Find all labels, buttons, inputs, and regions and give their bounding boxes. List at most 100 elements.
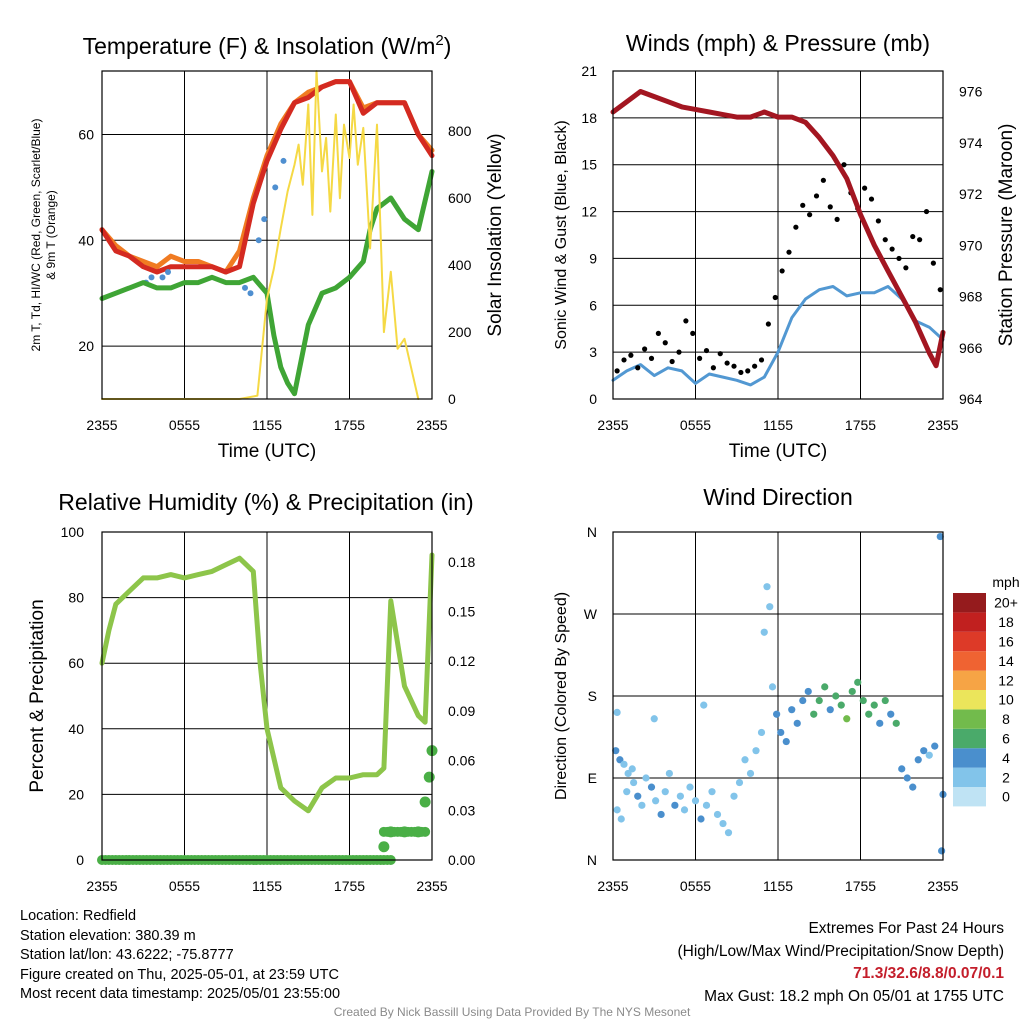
direction-point (821, 683, 829, 691)
gust-point (841, 162, 847, 168)
gust-point (813, 193, 820, 199)
direction-point (735, 778, 744, 787)
legend-swatch (953, 767, 986, 787)
direction-point (854, 678, 862, 686)
direction-point (623, 788, 631, 796)
direction-point (936, 532, 944, 541)
y-tick-label: 40 (68, 721, 84, 737)
legend-label: 6 (1002, 731, 1010, 747)
gust-point (807, 212, 813, 218)
direction-point (657, 810, 665, 819)
y-tick-label: W (584, 606, 598, 622)
direction-point (671, 801, 679, 809)
chart-title: Wind Direction (703, 484, 853, 510)
direction-point (613, 708, 621, 717)
direction-point (768, 683, 777, 691)
gust-point (724, 360, 730, 366)
heat_index_wind_chill-point (165, 269, 171, 276)
gust-point (710, 365, 716, 371)
heat_index_wind_chill-point (159, 274, 166, 281)
legend-label: 20+ (994, 595, 1018, 611)
precip-point (399, 826, 410, 838)
direction-point (903, 774, 911, 782)
y-tick-label: 20 (78, 338, 94, 354)
extremes-values: 71.3/32.6/8.8/0.07/0.1 (853, 965, 1004, 983)
x-tick-label: 1755 (845, 417, 876, 433)
direction-point (832, 692, 840, 700)
created-text: Figure created on Thu, 2025-05-01, at 23… (20, 966, 339, 983)
gust-point (779, 268, 785, 274)
x-tick-label: 2355 (86, 417, 117, 433)
gust-point (717, 351, 723, 357)
direction-point (757, 728, 766, 737)
y-right-tick-label: 964 (959, 391, 983, 407)
direction-point (760, 628, 768, 636)
x-tick-label: 2355 (927, 878, 958, 894)
y-right-tick-label: 400 (448, 257, 472, 273)
direction-point (691, 797, 700, 805)
gust-point (676, 349, 682, 355)
direction-point (617, 815, 625, 823)
gust-point (635, 365, 641, 371)
plot-frame (612, 70, 944, 400)
temp_2m-line (99, 79, 435, 275)
direction-point (708, 788, 716, 796)
gust-point (697, 355, 703, 361)
direction-point (713, 810, 722, 819)
y-right-tick-label: 966 (959, 340, 983, 356)
direction-point (634, 792, 642, 800)
direction-point (766, 603, 774, 611)
dewpoint-line (99, 169, 435, 397)
gust-point (896, 255, 902, 262)
direction-point (642, 774, 650, 782)
heat_index_wind_chill-point (242, 284, 248, 291)
direction-point (931, 742, 939, 750)
chart-title: Relative Humidity (%) & Precipitation (i… (58, 489, 473, 515)
legend-swatch (953, 631, 986, 652)
direction-point (613, 806, 621, 814)
heat_index_wind_chill-point (272, 184, 279, 191)
direction-point (638, 801, 646, 809)
insolation-line (101, 70, 420, 400)
direction-point (804, 687, 812, 696)
direction-point (938, 847, 946, 855)
direction-point (843, 715, 851, 723)
x-tick-label: 2355 (927, 417, 958, 433)
y-right-tick-label: 0.06 (448, 753, 475, 769)
gust-point (923, 208, 930, 215)
direction-point (724, 829, 733, 837)
direction-point (887, 710, 895, 718)
y-right-axis-label: Station Pressure (Maroon) (996, 124, 1017, 347)
direction-point (865, 710, 873, 718)
y-right-tick-label: 970 (959, 237, 983, 253)
y-tick-label: N (587, 524, 597, 540)
direction-point (752, 747, 760, 755)
elevation-text: Station elevation: 380.39 m (20, 927, 196, 944)
direction-point (676, 792, 684, 800)
heat_index_wind_chill-point (261, 216, 268, 223)
gust-point (827, 204, 833, 210)
direction-point (612, 747, 620, 755)
gust-point (731, 363, 737, 369)
direction-point (686, 783, 694, 791)
legend-swatch (953, 787, 986, 807)
direction-point (782, 737, 790, 746)
gust-point (930, 260, 936, 266)
precip-point (423, 771, 435, 783)
y-right-tick-label: 0.09 (448, 703, 475, 719)
x-tick-label: 1755 (334, 878, 365, 894)
direction-point (616, 756, 624, 764)
y-right-tick-label: 0.18 (448, 554, 475, 570)
x-tick-label: 1755 (845, 878, 876, 894)
gust-point (786, 249, 792, 255)
direction-point (647, 783, 656, 791)
y-right-tick-label: 972 (959, 186, 983, 202)
direction-point (870, 701, 878, 709)
direction-point (859, 696, 867, 705)
precip-point (378, 841, 390, 853)
gust-point (642, 346, 648, 352)
y-right-tick-label: 0.00 (448, 852, 475, 868)
precip-point (385, 826, 397, 838)
gust-point (752, 363, 758, 369)
